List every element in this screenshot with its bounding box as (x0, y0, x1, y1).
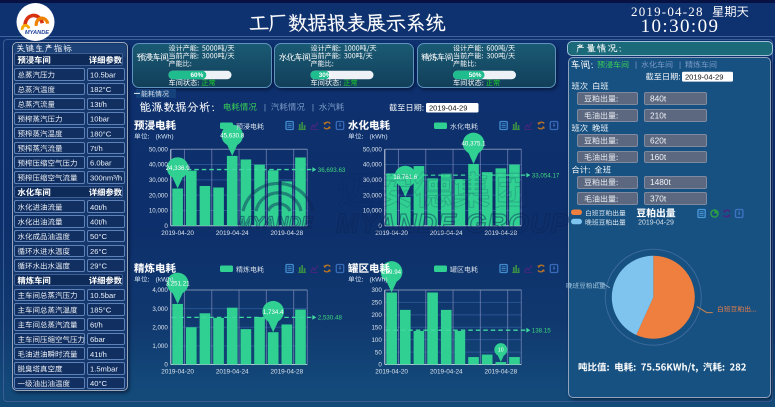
svg-text:300: 300 (371, 287, 382, 294)
svg-text:24,336.9: 24,336.9 (166, 165, 191, 172)
svg-text:|: | (312, 102, 314, 112)
svg-text:6t/h: 6t/h (90, 320, 103, 329)
svg-text:1.5mbar: 1.5mbar (90, 365, 118, 374)
svg-text:MYANDE: MYANDE (25, 30, 49, 36)
svg-text:0: 0 (164, 362, 168, 369)
svg-text:1,734.4: 1,734.4 (263, 309, 284, 316)
svg-text:3,251.21: 3,251.21 (166, 281, 191, 288)
svg-text:6bar: 6bar (90, 335, 106, 344)
svg-text:MYANDE: MYANDE (238, 213, 314, 232)
svg-text:MYANDE GROUP: MYANDE GROUP (336, 209, 570, 239)
svg-text:26°C: 26°C (90, 247, 107, 256)
svg-text:2019-04-28: 2019-04-28 (484, 230, 517, 237)
svg-text:2019-04-28: 2019-04-28 (270, 369, 303, 376)
svg-text:2019-04-20: 2019-04-20 (161, 369, 194, 376)
svg-text:2,530.48: 2,530.48 (318, 315, 343, 322)
svg-text:50,000: 50,000 (149, 146, 168, 153)
svg-text:2019-04-29: 2019-04-29 (638, 220, 674, 227)
svg-text:182°C: 182°C (90, 85, 112, 94)
svg-text:30,000: 30,000 (363, 177, 382, 184)
svg-text:10:30:09: 10:30:09 (641, 16, 720, 37)
svg-text:138.15: 138.15 (532, 327, 551, 334)
svg-text:|: | (264, 102, 266, 112)
svg-text:2019-04-20: 2019-04-20 (161, 230, 194, 237)
svg-text:40,000: 40,000 (149, 162, 168, 169)
svg-text:41t/h: 41t/h (90, 350, 107, 359)
svg-text:1,000: 1,000 (152, 343, 168, 350)
svg-text:4,000: 4,000 (152, 287, 168, 294)
svg-text:50: 50 (375, 349, 382, 356)
svg-text:1480t: 1480t (650, 177, 671, 187)
svg-text:2019-04-29: 2019-04-29 (429, 104, 467, 113)
svg-text:13t/h: 13t/h (90, 100, 107, 109)
svg-text:2019-04-20: 2019-04-20 (375, 369, 408, 376)
svg-text:6.0bar: 6.0bar (90, 159, 112, 168)
svg-text:40t/h: 40t/h (90, 218, 107, 227)
svg-text:(kWh): (kWh) (369, 134, 387, 141)
svg-text:40t/h: 40t/h (90, 203, 107, 212)
svg-text:150: 150 (371, 324, 382, 331)
svg-text:210t: 210t (650, 110, 667, 120)
svg-text:30%: 30% (319, 72, 332, 79)
svg-text:289.94: 289.94 (382, 269, 401, 276)
svg-text:200: 200 (371, 312, 382, 319)
svg-text:50,000: 50,000 (363, 146, 382, 153)
svg-text:50°C: 50°C (90, 232, 107, 241)
svg-text:45,630.8: 45,630.8 (220, 133, 245, 140)
svg-text:7t/h: 7t/h (90, 144, 103, 153)
svg-text:2019-04-28: 2019-04-28 (270, 230, 303, 237)
svg-text:36,693.63: 36,693.63 (318, 167, 346, 174)
svg-text:840t: 840t (650, 94, 667, 104)
svg-text:180°C: 180°C (90, 129, 112, 138)
svg-text:29°C: 29°C (90, 262, 107, 271)
svg-text:2019-04-24: 2019-04-24 (430, 230, 463, 237)
svg-text:(kWh): (kWh) (369, 277, 387, 284)
svg-text:40,375.1: 40,375.1 (461, 141, 486, 148)
svg-text:30,000: 30,000 (149, 177, 168, 184)
svg-text:60%: 60% (191, 72, 204, 79)
svg-text:620t: 620t (650, 136, 667, 146)
svg-text:2019-04-28: 2019-04-28 (484, 369, 517, 376)
svg-text:10.5bar: 10.5bar (90, 291, 116, 300)
svg-text:370t: 370t (650, 194, 667, 204)
svg-text:250: 250 (371, 300, 382, 307)
svg-text:185°C: 185°C (90, 306, 112, 315)
svg-text:(kWh): (kWh) (155, 277, 173, 284)
svg-text:10.5bar: 10.5bar (90, 71, 116, 80)
svg-text:2,000: 2,000 (152, 324, 168, 331)
svg-text:10,000: 10,000 (149, 208, 168, 215)
svg-text:0: 0 (378, 223, 382, 230)
svg-text:20,000: 20,000 (149, 192, 168, 199)
svg-text:(kWh): (kWh) (155, 134, 173, 141)
svg-text:2019-04-24: 2019-04-24 (430, 369, 463, 376)
svg-text:100: 100 (371, 337, 382, 344)
svg-text:40,000: 40,000 (363, 162, 382, 169)
svg-text:300nm³/h: 300nm³/h (90, 173, 122, 182)
svg-text:10: 10 (498, 348, 504, 354)
svg-text:33,054.17: 33,054.17 (532, 172, 560, 179)
svg-text:0: 0 (378, 362, 382, 369)
svg-text:2019-04-20: 2019-04-20 (375, 230, 408, 237)
svg-text:2019-04-24: 2019-04-24 (216, 230, 249, 237)
svg-text:160t: 160t (650, 152, 667, 162)
svg-text:18,761.6: 18,761.6 (393, 174, 418, 181)
svg-text:2019-04-24: 2019-04-24 (216, 369, 249, 376)
svg-text:|: | (635, 61, 637, 70)
svg-text:10,000: 10,000 (363, 208, 382, 215)
svg-text:50%: 50% (469, 72, 482, 79)
svg-text:20,000: 20,000 (363, 192, 382, 199)
svg-text:0: 0 (164, 223, 168, 230)
svg-text:10bar: 10bar (90, 115, 110, 124)
svg-text:2019-04-29: 2019-04-29 (685, 73, 723, 82)
svg-text:|: | (679, 61, 681, 70)
svg-text:2019-04-28: 2019-04-28 (631, 4, 704, 19)
svg-text:3,000: 3,000 (152, 306, 168, 313)
svg-text:40°C: 40°C (90, 379, 107, 388)
